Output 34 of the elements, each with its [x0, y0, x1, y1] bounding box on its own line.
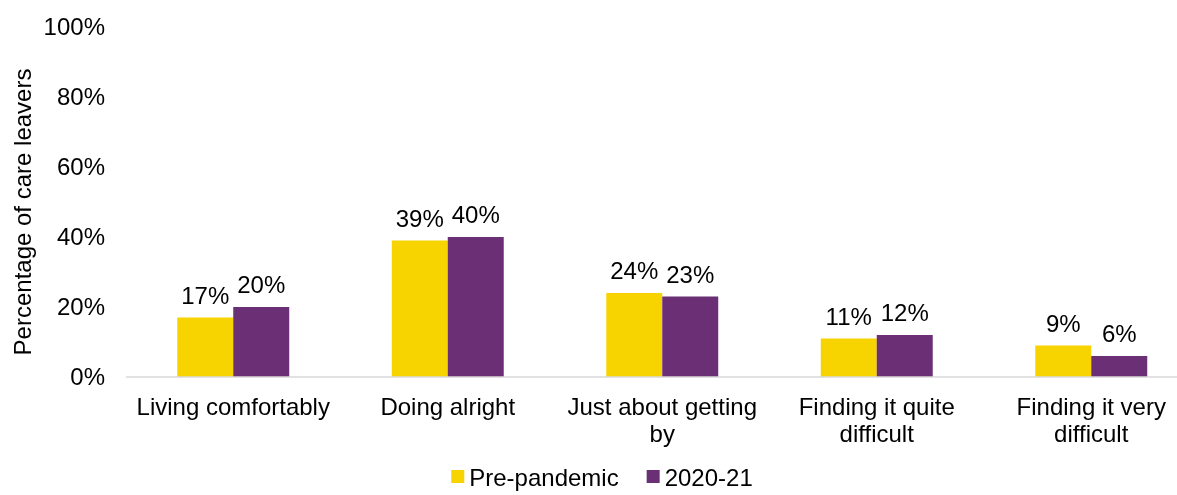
x-tick-label: Finding it very difficult [1016, 393, 1166, 447]
data-label: 23% [666, 260, 715, 288]
y-tick-label: 0% [70, 363, 105, 391]
data-label: 9% [1045, 309, 1081, 337]
data-label: 11% [825, 302, 872, 330]
bar [662, 296, 719, 377]
data-label: 39% [395, 204, 444, 232]
x-tick-label: Finding it quite difficult [798, 393, 955, 447]
x-tick-label: Doing alright [380, 393, 516, 420]
data-label: 20% [237, 271, 286, 298]
bar [1091, 356, 1148, 377]
y-tick-label: 80% [56, 83, 105, 111]
y-axis-title: Percentage of care leavers [8, 68, 36, 356]
data-label: 24% [610, 257, 659, 284]
bar [177, 317, 234, 377]
x-tick-label: Just about getting by [567, 393, 757, 447]
y-tick-label: 100% [43, 13, 105, 41]
bar [391, 240, 448, 377]
bar [876, 335, 933, 377]
bar [1035, 345, 1092, 377]
y-tick-label: 60% [56, 153, 105, 181]
data-label: 6% [1101, 320, 1137, 347]
legend-label: Pre-pandemic [469, 464, 619, 491]
bar [447, 237, 504, 377]
data-label: 12% [880, 299, 929, 326]
bar [606, 293, 663, 377]
bar [820, 338, 877, 377]
y-tick-label: 20% [56, 293, 105, 321]
x-tick-label: Living comfortably [136, 393, 330, 420]
data-label: 17% [181, 281, 230, 309]
data-label: 40% [451, 201, 500, 228]
y-tick-label: 40% [56, 223, 105, 251]
legend-label: 2020-21 [664, 464, 753, 491]
bar [233, 307, 290, 377]
